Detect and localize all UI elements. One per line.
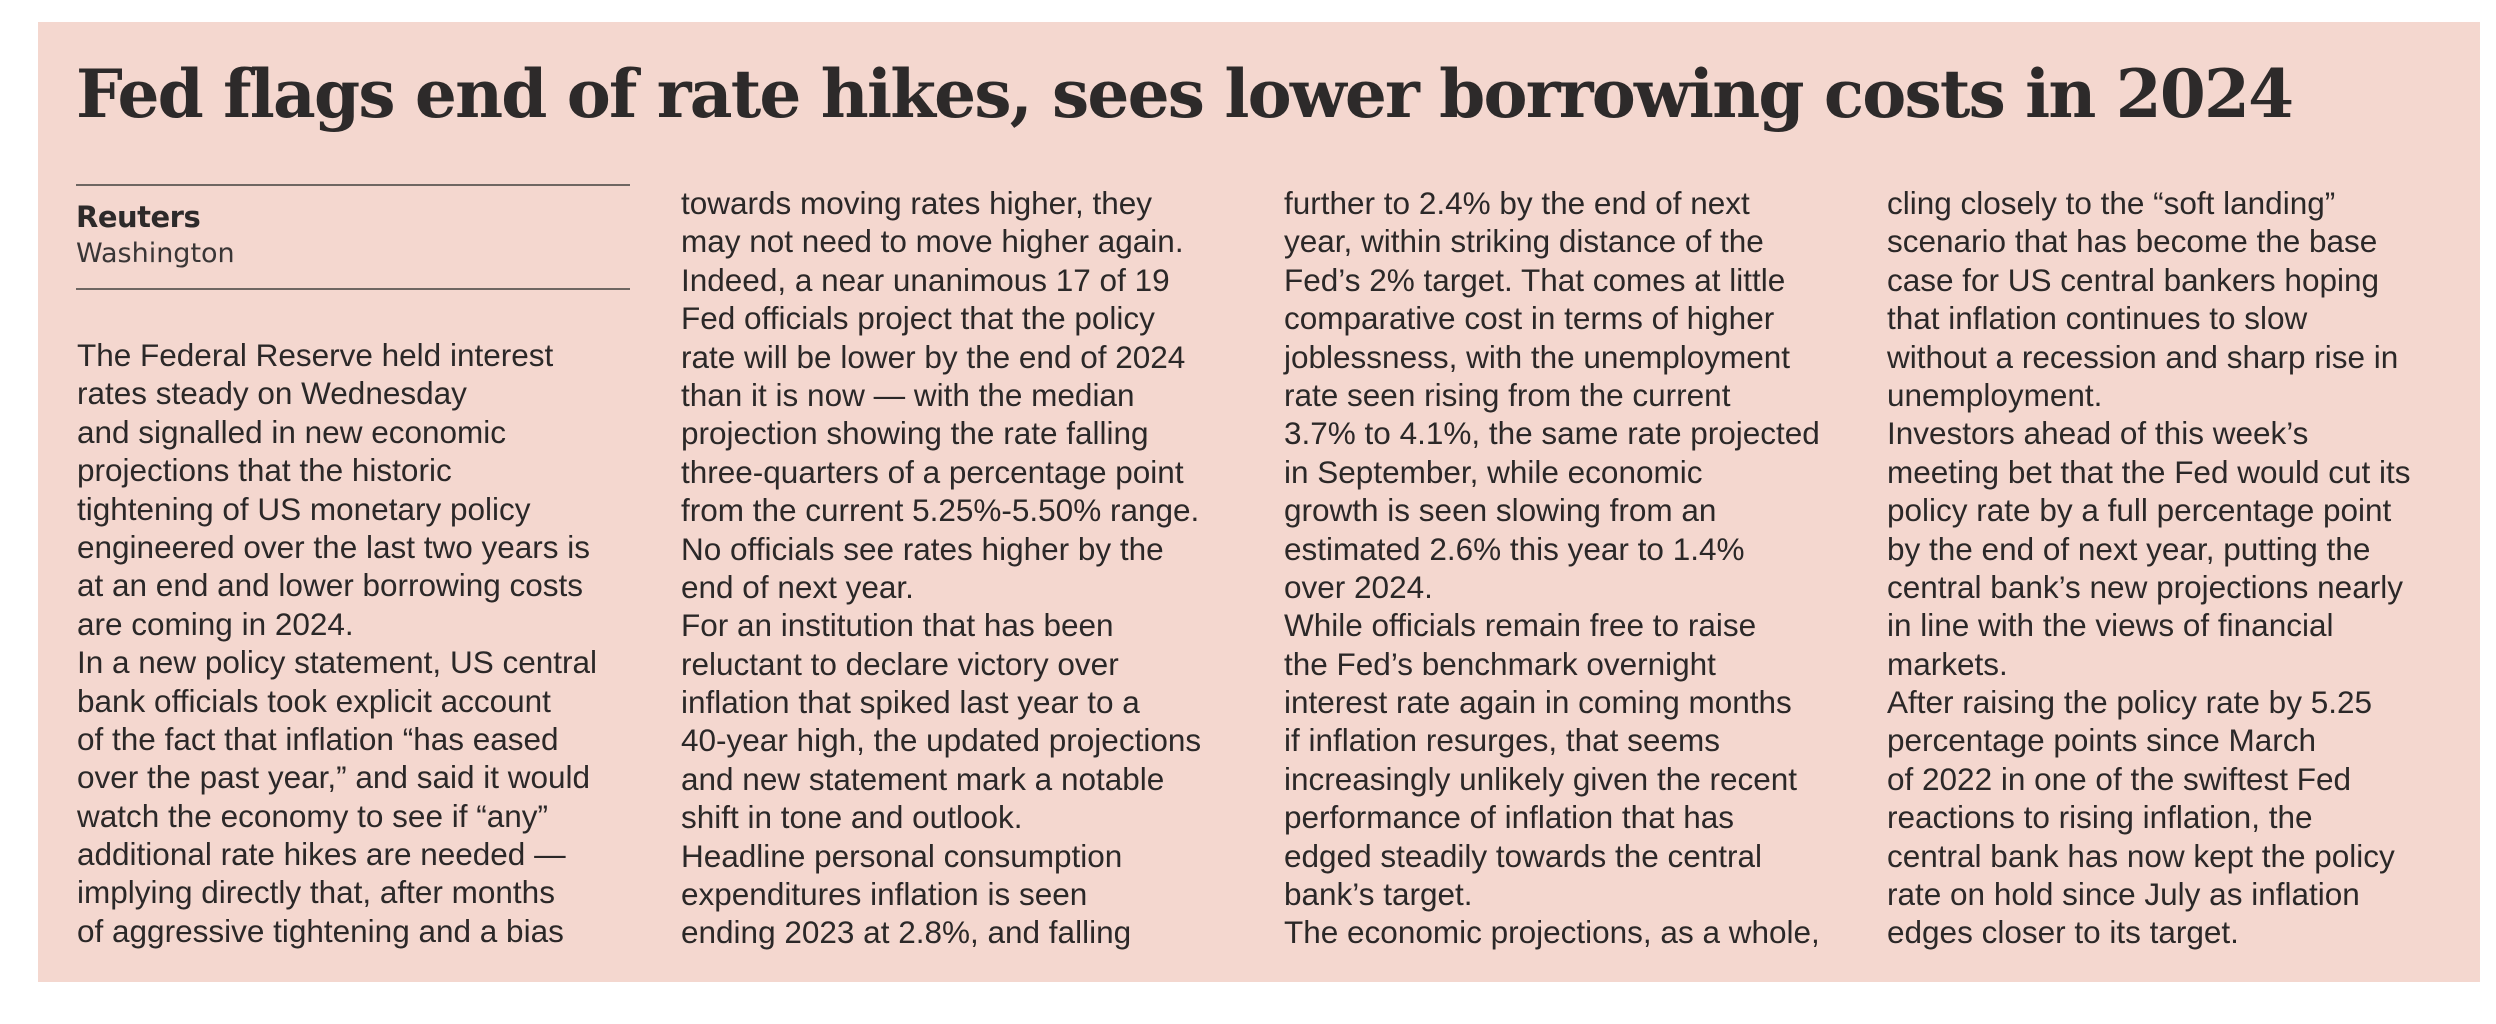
text-line: rates steady on Wednesday bbox=[77, 375, 467, 412]
text-line: three-quarters of a percentage point bbox=[681, 453, 1184, 490]
text-line: edges closer to its target. bbox=[1887, 914, 2239, 951]
text-line: over 2024. bbox=[1284, 568, 1433, 605]
text-line: from the current 5.25%-5.50% range. bbox=[681, 492, 1200, 529]
text-line: end of next year. bbox=[681, 568, 914, 605]
text-line: cling closely to the “soft landing” bbox=[1887, 185, 2336, 221]
text-line: Headline personal consumption bbox=[681, 837, 1123, 874]
text-line: For an institution that has been bbox=[681, 607, 1114, 644]
text-line: tightening of US monetary policy bbox=[77, 490, 531, 527]
text-line: comparative cost in terms of higher bbox=[1284, 300, 1775, 337]
text-line: No officials see rates higher by the bbox=[681, 530, 1164, 567]
text-line: in September, while economic bbox=[1284, 453, 1703, 490]
text-line: watch the economy to see if “any” bbox=[77, 797, 548, 834]
text-line: shift in tone and outlook. bbox=[681, 799, 1023, 836]
text-line: 3.7% to 4.1%, the same rate projected bbox=[1284, 415, 1820, 452]
text-line: at an end and lower borrowing costs bbox=[77, 567, 584, 604]
text-line: that inflation continues to slow bbox=[1887, 300, 2308, 337]
text-line: year, within striking distance of the bbox=[1284, 223, 1764, 260]
text-line: In a new policy statement, US central bbox=[77, 644, 597, 681]
text-line: Fed’s 2% target. That comes at little bbox=[1284, 261, 1786, 298]
text-line: Indeed, a near unanimous 17 of 19 bbox=[681, 261, 1170, 298]
text-line: expenditures inflation is seen bbox=[681, 876, 1088, 913]
article-column-2: towards moving rates higher, they may not… bbox=[681, 184, 1201, 952]
text-line: in line with the views of financial bbox=[1887, 607, 2334, 644]
text-line: growth is seen slowing from an bbox=[1284, 492, 1717, 529]
text-line: inflation that spiked last year to a bbox=[681, 684, 1140, 721]
text-line: of the fact that inflation “has eased bbox=[77, 720, 559, 757]
text-line: may not need to move higher again. bbox=[681, 223, 1184, 260]
text-line: than it is now — with the median bbox=[681, 376, 1135, 413]
text-line: are coming in 2024. bbox=[77, 605, 354, 642]
text-line: The Federal Reserve held interest bbox=[77, 337, 554, 373]
text-line: without a recession and sharp rise in bbox=[1887, 338, 2399, 375]
text-line: of 2022 in one of the swiftest Fed bbox=[1887, 760, 2352, 797]
text-line: While officials remain free to raise bbox=[1284, 607, 1757, 644]
text-line: increasingly unlikely given the recent bbox=[1284, 760, 1798, 797]
byline-location: Washington bbox=[76, 238, 235, 269]
article-column-1: The Federal Reserve held interest rates s… bbox=[77, 336, 597, 950]
text-line: engineered over the last two years is bbox=[77, 528, 591, 565]
text-line: reluctant to declare victory over bbox=[681, 645, 1119, 682]
text-line: central bank has now kept the policy bbox=[1887, 837, 2395, 874]
text-line: The economic projections, as a whole, bbox=[1284, 914, 1820, 951]
text-line: unemployment. bbox=[1887, 376, 2103, 413]
text-line: joblessness, with the unemployment bbox=[1284, 338, 1791, 375]
text-line: percentage points since March bbox=[1887, 722, 2316, 759]
text-line: if inflation resurges, that seems bbox=[1284, 722, 1720, 759]
text-line: estimated 2.6% this year to 1.4% bbox=[1284, 530, 1745, 567]
text-line: of aggressive tightening and a bias bbox=[77, 912, 564, 949]
text-line: After raising the policy rate by 5.25 bbox=[1887, 684, 2373, 721]
text-line: projections that the historic bbox=[77, 452, 452, 489]
text-line: ending 2023 at 2.8%, and falling bbox=[681, 914, 1132, 951]
text-line: rate on hold since July as inflation bbox=[1887, 876, 2360, 913]
text-line: bank’s target. bbox=[1284, 876, 1473, 913]
text-line: Investors ahead of this week’s bbox=[1887, 415, 2309, 452]
article-column-4: cling closely to the “soft landing” scena… bbox=[1887, 184, 2411, 952]
text-line: 40-year high, the updated projections bbox=[681, 722, 1202, 759]
text-line: and new statement mark a notable bbox=[681, 760, 1165, 797]
text-line: additional rate hikes are needed — bbox=[77, 836, 566, 873]
headline: Fed flags end of rate hikes, sees lower … bbox=[76, 55, 2294, 133]
text-line: the Fed’s benchmark overnight bbox=[1284, 645, 1716, 682]
article-column-3: further to 2.4% by the end of next year, … bbox=[1284, 184, 1820, 952]
text-line: Fed officials project that the policy bbox=[681, 300, 1155, 337]
text-line: markets. bbox=[1887, 645, 2008, 682]
text-line: case for US central bankers hoping bbox=[1887, 261, 2380, 298]
text-line: policy rate by a full percentage point bbox=[1887, 492, 2392, 529]
text-line: rate seen rising from the current bbox=[1284, 376, 1731, 413]
text-line: towards moving rates higher, they bbox=[681, 185, 1152, 221]
text-line: implying directly that, after months bbox=[77, 874, 555, 911]
article-panel bbox=[38, 22, 2480, 982]
text-line: bank officials took explicit account bbox=[77, 682, 551, 719]
byline-source: Reuters bbox=[76, 200, 201, 234]
text-line: meeting bet that the Fed would cut its bbox=[1887, 453, 2411, 490]
text-line: projection showing the rate falling bbox=[681, 415, 1149, 452]
text-line: edged steadily towards the central bbox=[1284, 837, 1763, 874]
text-line: over the past year,” and said it would bbox=[77, 759, 591, 796]
text-line: by the end of next year, putting the bbox=[1887, 530, 2371, 567]
text-line: performance of inflation that has bbox=[1284, 799, 1735, 836]
text-line: reactions to rising inflation, the bbox=[1887, 799, 2313, 836]
text-line: scenario that has become the base bbox=[1887, 223, 2378, 260]
text-line: central bank’s new projections nearly bbox=[1887, 568, 2403, 605]
text-line: and signalled in new economic bbox=[77, 413, 507, 450]
text-line: rate will be lower by the end of 2024 bbox=[681, 338, 1186, 375]
text-line: interest rate again in coming months bbox=[1284, 684, 1792, 721]
byline: Reuters Washington bbox=[76, 184, 630, 290]
text-line: further to 2.4% by the end of next bbox=[1284, 185, 1750, 221]
